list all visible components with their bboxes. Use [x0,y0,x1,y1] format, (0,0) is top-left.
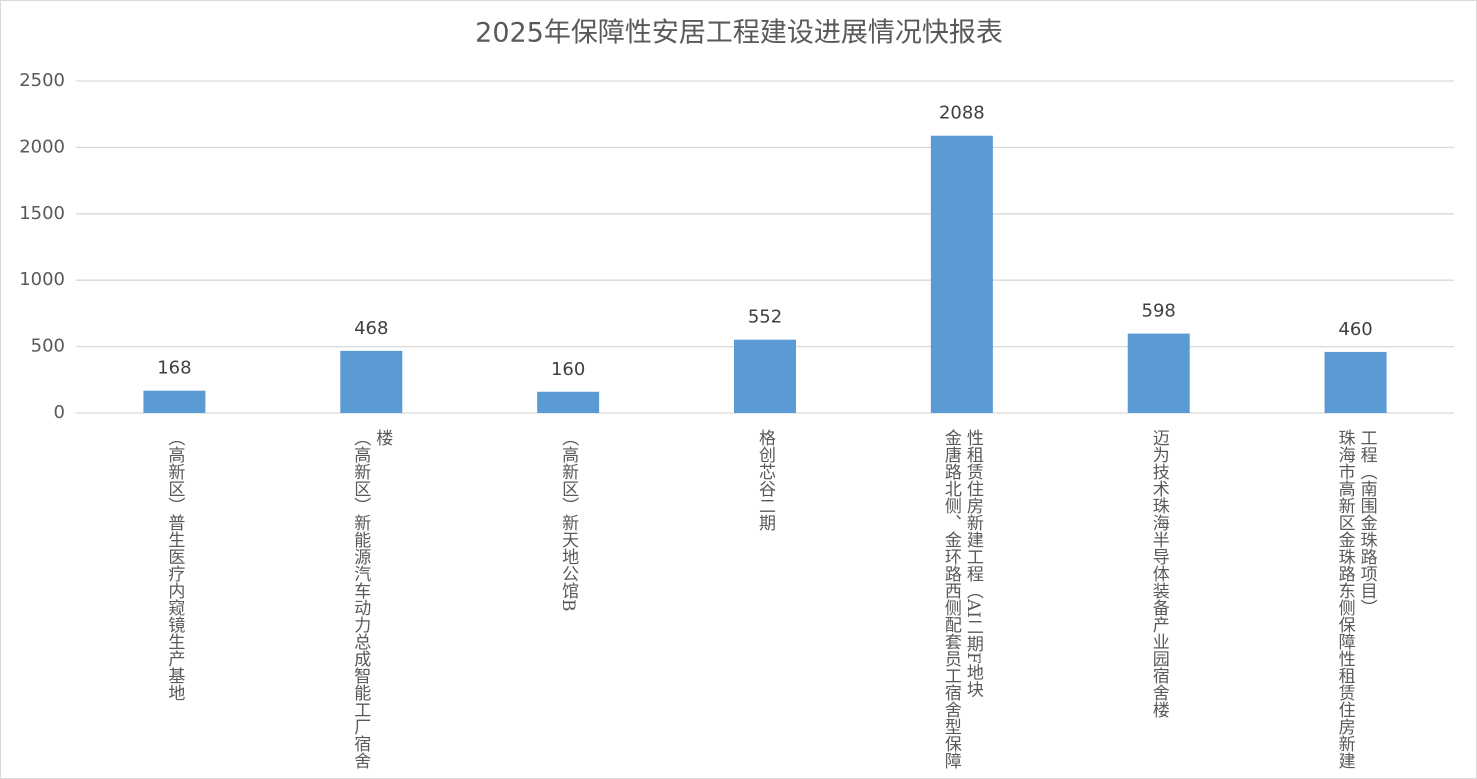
data-label: 168 [157,358,191,379]
bar [143,390,206,413]
y-tick-label: 2500 [19,70,65,91]
x-tick-label: 金唐路北侧、金环路西侧配套员工宿舍型保障性租赁住房新建工程（AI二期F地块 [940,429,983,769]
bar [930,135,993,413]
y-tick-label: 0 [54,402,65,423]
bar [1127,333,1190,413]
data-label: 460 [1338,319,1372,340]
bar [734,339,796,413]
data-label: 160 [551,359,585,380]
data-label: 552 [748,307,782,328]
x-tick-label: 格创芯谷二期 [755,429,775,531]
y-tick-label: 1000 [19,269,65,290]
y-tick-label: 500 [31,336,65,357]
y-tick-label: 2000 [19,136,65,157]
chart-title: 2025年保障性安居工程建设进展情况快报表 [475,18,1003,49]
data-label: 598 [1142,301,1176,322]
x-tick-label: （高新区）新天地公馆B [558,429,579,612]
x-tick-label: 迈为技术珠海半导体装备产业园宿舍楼 [1148,429,1169,718]
bar [340,350,403,413]
x-tick-label: （高新区）普生医疗内窥镜生产基地 [164,429,185,701]
bar [537,391,600,413]
bar [1324,351,1387,413]
x-tick-label: （高新区）新能源汽车动力总成智能工厂宿舍楼 [350,429,393,769]
data-label: 468 [354,318,388,339]
data-label: 2088 [939,103,985,124]
x-tick-label: 珠海市高新区金珠路东侧保障性租赁住房新建工程（南围金珠路项目） [1334,429,1377,769]
y-tick-label: 1500 [19,203,65,224]
